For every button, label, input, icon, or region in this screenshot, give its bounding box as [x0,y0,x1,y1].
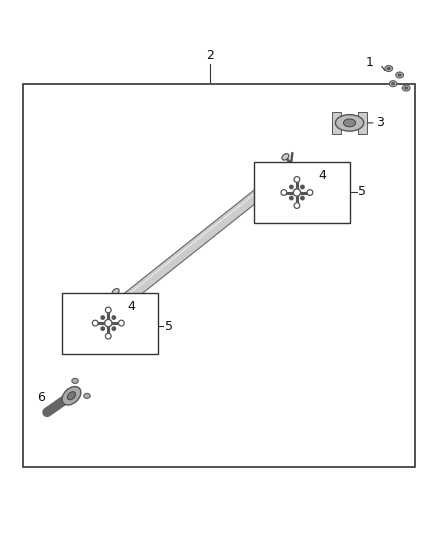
Circle shape [301,185,304,189]
Ellipse shape [392,83,395,85]
Circle shape [290,185,293,189]
Bar [23,84,415,467]
Ellipse shape [405,87,408,89]
Ellipse shape [387,67,390,70]
Polygon shape [120,162,297,306]
Circle shape [92,320,98,326]
Ellipse shape [336,115,364,131]
Ellipse shape [385,66,392,71]
Circle shape [301,196,304,200]
Text: 4: 4 [319,169,327,182]
Circle shape [290,196,293,200]
Circle shape [294,203,300,208]
Text: 5: 5 [358,185,366,198]
Ellipse shape [62,386,81,405]
Circle shape [112,327,116,330]
Text: 3: 3 [377,116,385,130]
Ellipse shape [398,74,401,76]
Circle shape [112,316,116,319]
Ellipse shape [127,308,134,314]
Text: 5: 5 [165,320,173,333]
Circle shape [118,320,124,326]
Bar [62,293,158,353]
Circle shape [307,190,313,196]
Ellipse shape [67,392,76,400]
Circle shape [293,189,300,196]
Circle shape [101,327,104,330]
Text: 1: 1 [366,56,374,69]
Ellipse shape [396,72,403,78]
Ellipse shape [389,80,397,87]
Ellipse shape [343,119,356,127]
Circle shape [106,307,111,313]
Ellipse shape [402,85,410,91]
Bar [358,112,367,134]
Bar [332,112,341,134]
Circle shape [101,316,104,319]
Ellipse shape [112,288,119,295]
Ellipse shape [282,154,289,160]
Circle shape [106,333,111,339]
Text: 2: 2 [206,49,214,62]
Ellipse shape [72,378,78,383]
Ellipse shape [84,393,90,399]
Ellipse shape [297,173,304,179]
Text: 6: 6 [37,391,45,405]
Circle shape [294,176,300,182]
Circle shape [281,190,287,196]
Text: 4: 4 [127,300,135,312]
Bar [254,162,350,223]
Circle shape [105,319,112,327]
